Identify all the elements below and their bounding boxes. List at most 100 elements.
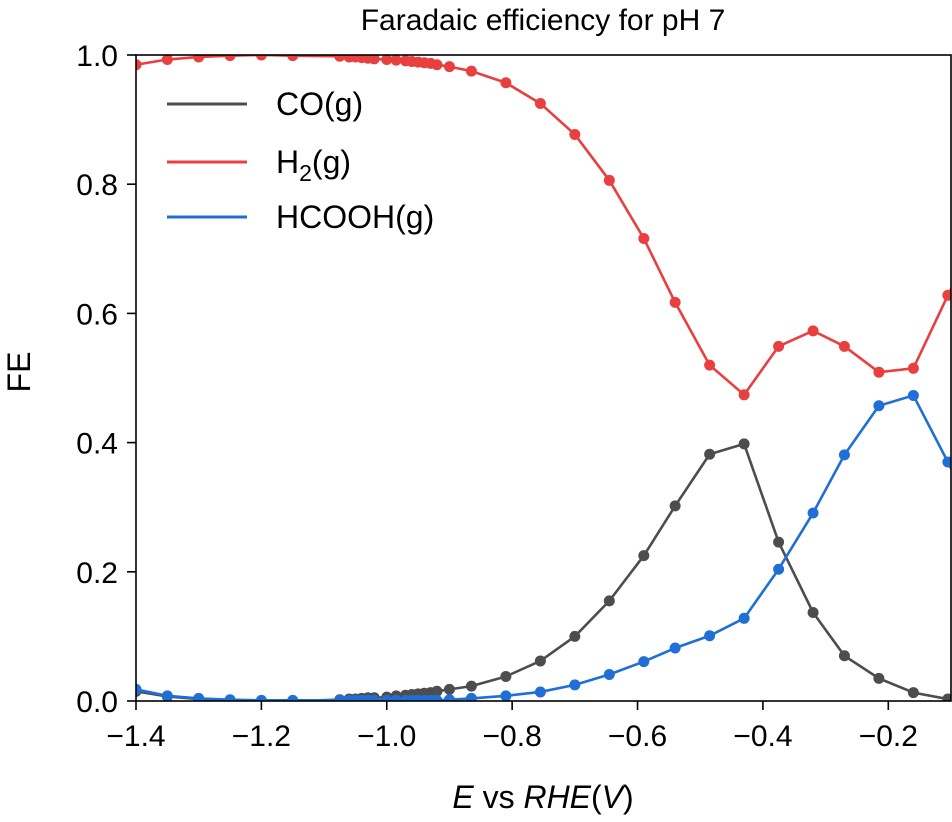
data-point [838,449,850,461]
chart-title: Faradaic efficiency for pH 7 [361,4,726,37]
y-tick-label: 0.0 [76,686,118,719]
data-point [569,128,581,140]
plot-area [136,55,951,701]
data-point [500,77,512,89]
data-point [287,694,299,701]
data-point [443,61,455,73]
data-point [443,683,455,695]
data-point [431,59,443,71]
y-axis-label: FE [1,352,37,393]
data-point [381,694,393,701]
data-point [534,97,546,109]
data-point [255,55,267,61]
data-point [907,362,919,374]
data-point [942,289,951,301]
data-point [193,692,205,701]
series-0 [136,438,951,701]
data-point [287,55,299,62]
x-axis-label-part: ( [591,779,602,815]
data-point [807,507,819,519]
data-point [368,694,380,701]
data-point [381,55,393,66]
data-point [773,563,785,575]
legend-label: CO(g) [276,86,363,122]
data-point [669,500,681,512]
data-point [224,694,236,701]
y-tick-label: 0.8 [76,169,118,202]
legend-label-subscript: 2 [299,160,312,186]
data-point [704,359,716,371]
x-axis-label-part: vs [474,779,524,815]
data-point [638,656,650,668]
data-point [334,694,346,701]
x-axis-label-part: RHE [523,779,591,815]
x-tick-label: −0.2 [859,720,918,753]
data-point [193,55,205,63]
data-point [669,296,681,308]
plot-frame [135,54,952,702]
data-point [603,174,615,186]
data-point [161,55,173,66]
data-point [942,456,951,468]
data-point [603,595,615,607]
data-point [443,694,455,701]
data-point [838,650,850,662]
data-point [465,65,477,77]
data-point [873,366,885,378]
data-point [807,607,819,618]
data-point [738,389,750,401]
data-point [390,694,402,701]
x-tick-label: −0.4 [733,720,792,753]
data-point [807,325,819,337]
data-point [534,655,546,667]
data-point [738,612,750,624]
data-point [704,630,716,642]
data-point [638,550,650,562]
y-tick-label: 0.6 [76,298,118,331]
legend: CO(g) H2(g) HCOOH(g) [167,86,434,235]
data-point [838,340,850,352]
data-point [773,536,785,548]
x-axis-label-part: E [452,779,474,815]
data-point [738,438,750,450]
legend-label: HCOOH(g) [276,199,434,235]
data-point [161,690,173,701]
data-point [465,692,477,701]
data-point [390,55,402,66]
x-tick-label: −1.4 [106,720,165,753]
x-tick-label: −0.8 [483,720,542,753]
data-point [255,694,267,701]
x-axis: −1.4 −1.2 −1.0 −0.8 −0.6 −0.4 −0.2 [106,701,918,753]
y-tick-label: 0.2 [76,557,118,590]
data-point [603,669,615,681]
data-point [136,683,142,695]
data-point [569,679,581,691]
series-1 [136,55,951,401]
data-point [465,680,477,692]
data-point [773,340,785,352]
y-axis: 0.0 0.2 0.4 0.6 0.8 1.0 [76,40,136,719]
data-point [638,232,650,244]
data-point [500,670,512,682]
series-line [136,394,951,701]
data-point [368,55,380,65]
data-point [669,642,681,654]
data-point [907,687,919,699]
legend-label-tail: (g) [312,144,351,180]
data-point [942,693,951,701]
data-point [907,389,919,401]
x-axis-label-part: V [602,779,626,815]
legend-label-main: HCOOH(g) [276,199,434,235]
data-point [136,59,142,71]
data-point [500,690,512,701]
data-point [334,55,346,62]
x-tick-label: −1.2 [232,720,291,753]
legend-label-main: H [276,144,299,180]
legend-label: H2(g) [276,144,351,186]
data-point [431,694,443,701]
y-tick-label: 1.0 [76,40,118,73]
x-tick-label: −1.0 [357,720,416,753]
data-point [569,630,581,642]
data-point [704,448,716,460]
